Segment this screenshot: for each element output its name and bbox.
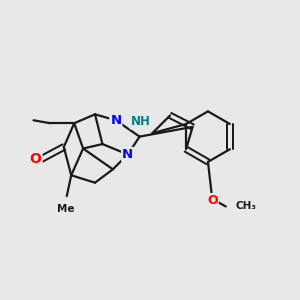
Text: CH₃: CH₃ — [235, 202, 256, 212]
Text: N: N — [110, 114, 122, 127]
Text: Me: Me — [56, 204, 74, 214]
Text: N: N — [122, 148, 133, 161]
Text: NH: NH — [130, 116, 150, 128]
Text: O: O — [30, 152, 41, 166]
Text: O: O — [207, 194, 218, 207]
